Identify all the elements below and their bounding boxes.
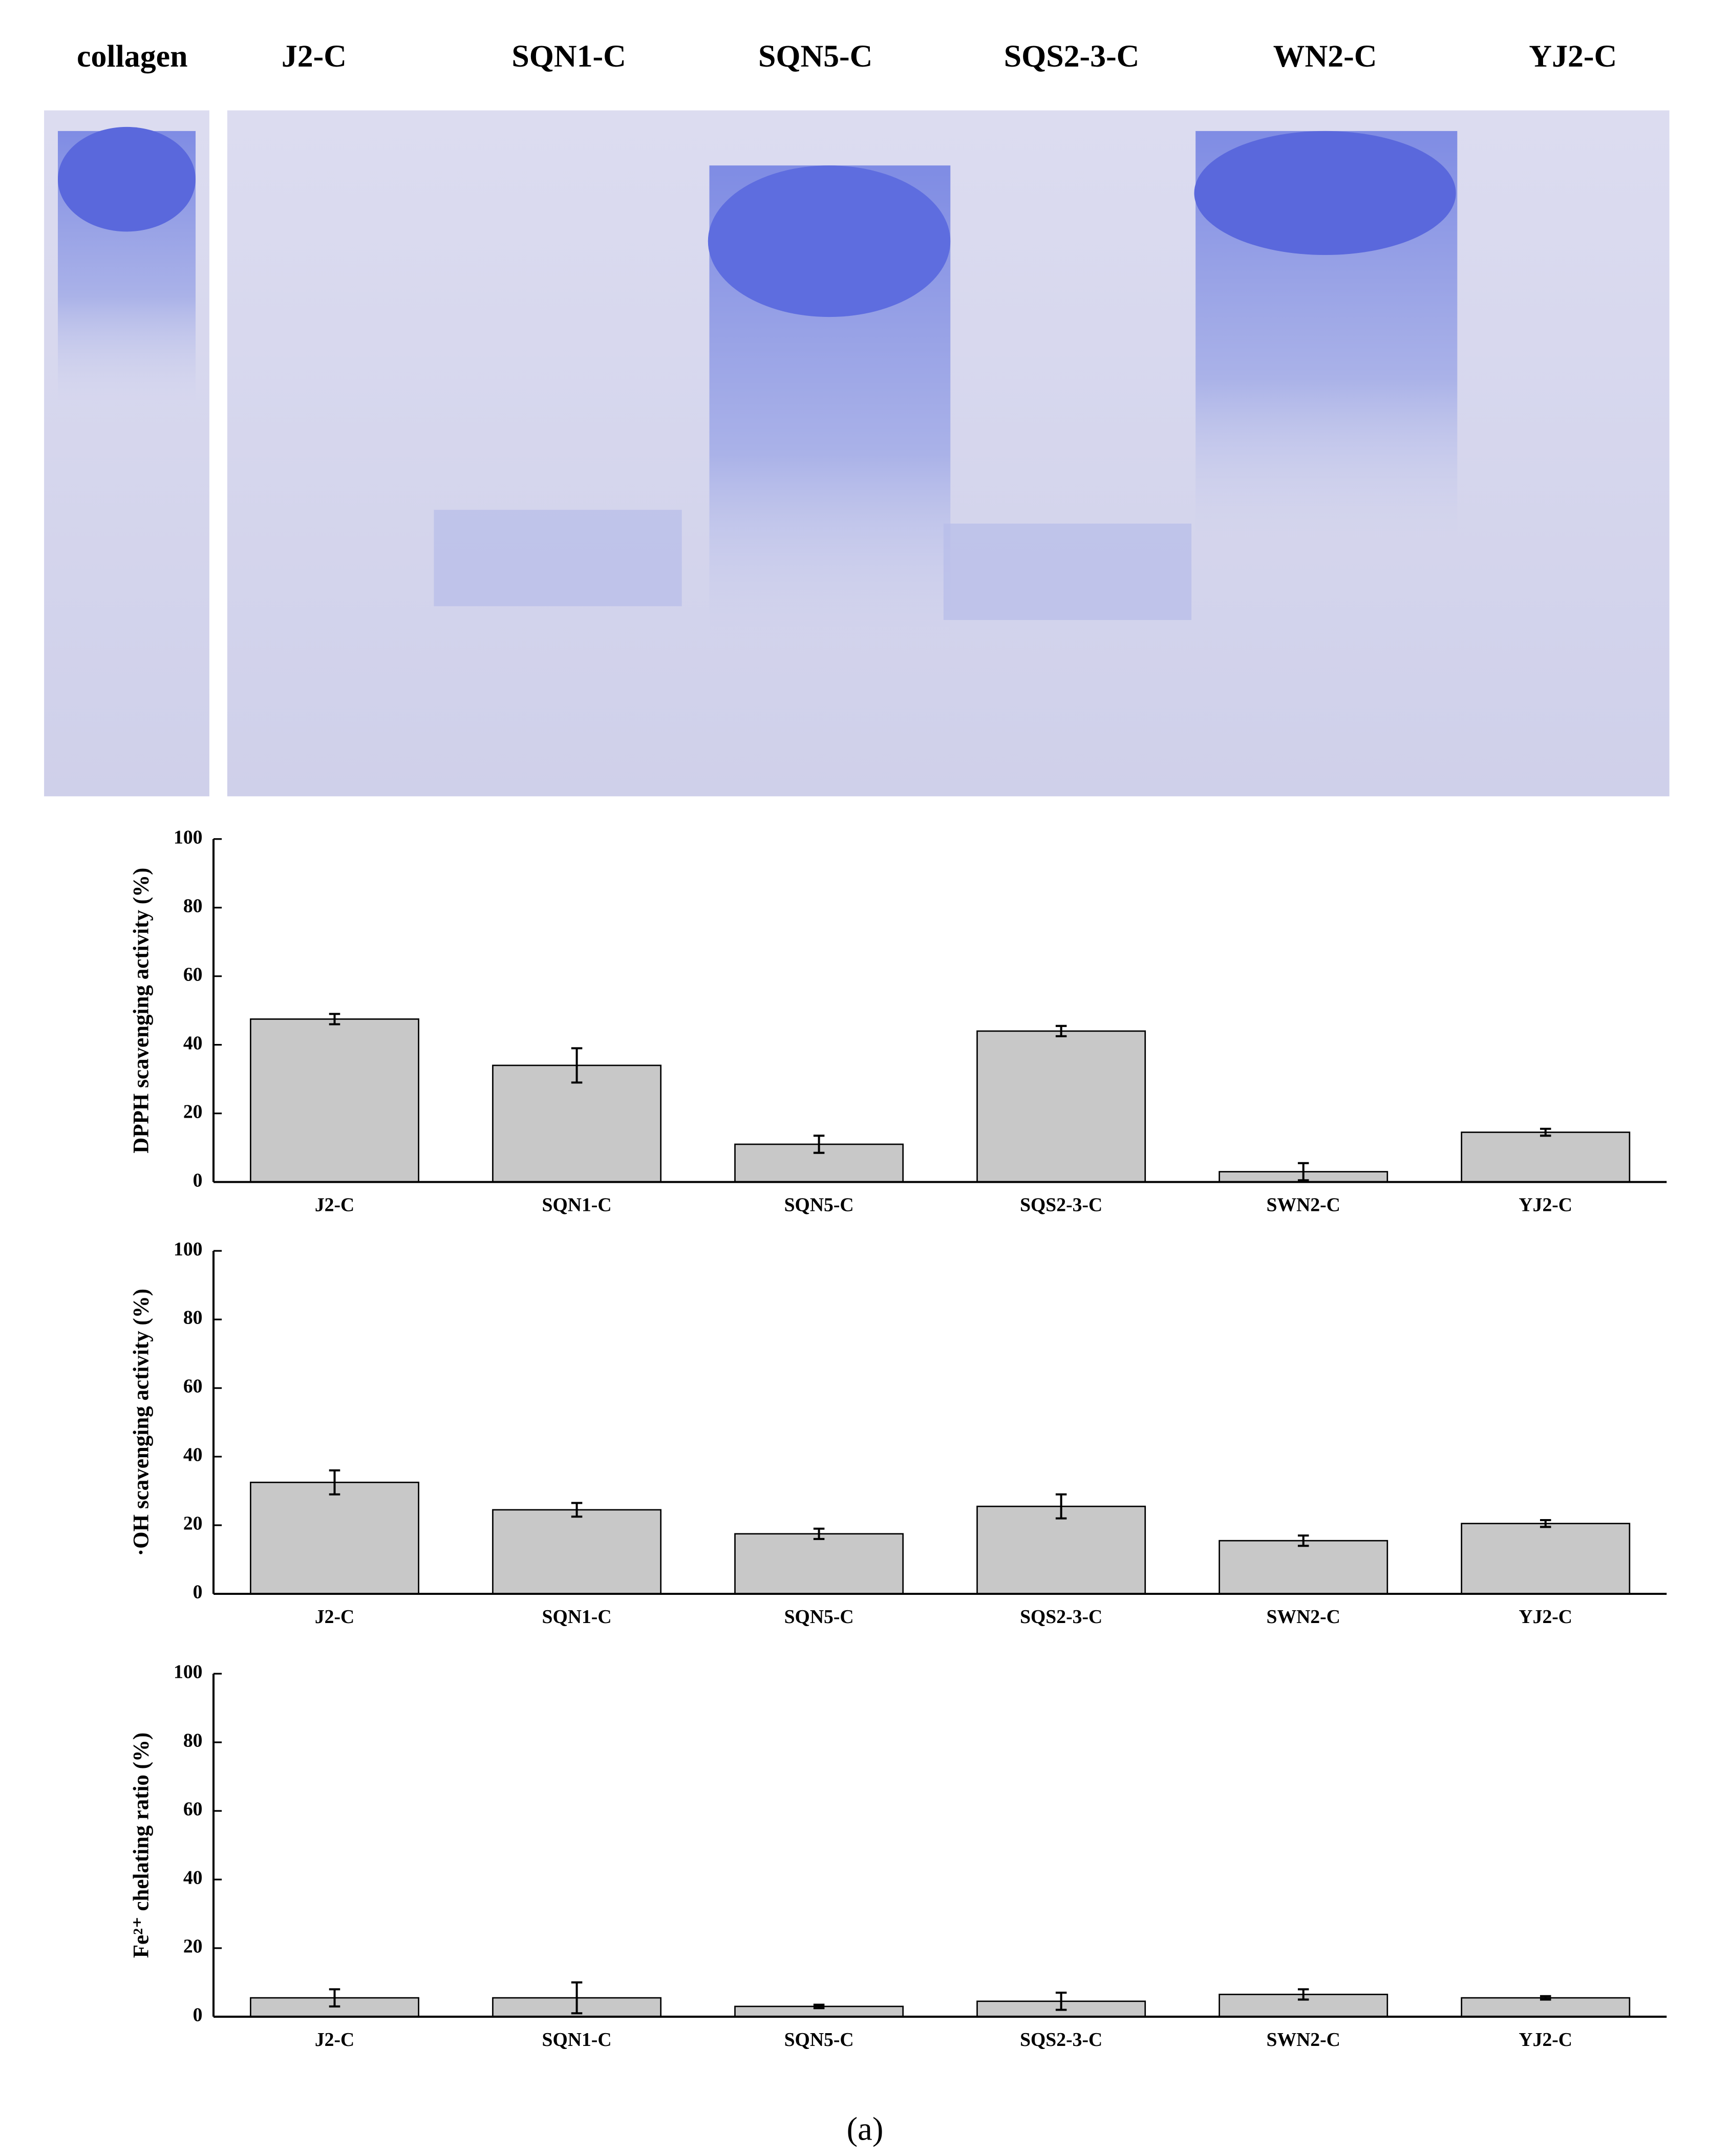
bar [492,1509,662,1595]
caption: (a) [847,2110,884,2148]
x-tick-label: YJ2-C [1519,2029,1572,2051]
lane-label: SQN5-C [758,39,872,74]
bar [1219,1540,1389,1595]
y-tick-label: 60 [183,1799,203,1820]
x-tick-label: YJ2-C [1519,1606,1572,1628]
gel-band [434,509,682,607]
error-bar [571,1502,583,1518]
bar [734,1533,904,1595]
bar [976,1030,1146,1183]
plot-area [117,1646,1681,2058]
y-tick-label: 60 [183,1376,203,1397]
x-tick-label: SQN5-C [784,1194,854,1216]
error-bar [571,1047,583,1084]
y-tick-label: 80 [183,1307,203,1329]
y-tick-label: 100 [174,826,202,848]
error-bar [1297,1162,1309,1182]
lane-label: YJ2-C [1529,39,1617,74]
error-bar [813,1527,825,1540]
x-tick-label: SWN2-C [1267,2029,1340,2051]
y-tick-label: 20 [183,1101,203,1122]
y-tick-label: 40 [183,1867,203,1889]
error-bar [329,1469,340,1496]
y-tick-label: 40 [183,1032,203,1054]
error-bar [329,1988,340,2008]
y-tick-label: 0 [193,2004,203,2026]
bar [250,1481,419,1595]
error-bar [1297,1988,1309,2001]
error-bar [813,2003,825,2010]
bar [976,1505,1146,1595]
gel-band [708,165,951,317]
lane-label: J2-C [282,39,347,74]
x-tick-label: SQS2-3-C [1020,2029,1102,2051]
lane-label: SQS2-3-C [1004,39,1140,74]
lane-label: SQN1-C [511,39,626,74]
x-tick-label: SQN5-C [784,1606,854,1628]
error-bar [1540,1995,1551,2001]
error-bar [329,1013,340,1026]
bar [1461,1997,1631,2018]
y-tick-label: 0 [193,1582,203,1603]
x-tick-label: SWN2-C [1267,1606,1340,1628]
bar [1461,1132,1631,1183]
x-tick-label: J2-C [315,1606,354,1628]
y-tick-label: 80 [183,1730,203,1752]
x-tick-label: SWN2-C [1267,1194,1340,1216]
gel-band [57,126,196,232]
y-axis-label: Fe²⁺ chelating ratio (%) [130,1733,154,1958]
x-tick-label: SQN1-C [542,1606,612,1628]
gel-image [44,110,1670,797]
y-axis-label: ·OH scavenging activity (%) [130,1289,154,1556]
y-tick-label: 60 [183,964,203,985]
y-axis-label: DPPH scavenging activity (%) [130,868,154,1154]
y-tick-label: 40 [183,1444,203,1466]
gel-band [1194,131,1456,255]
error-bar [1055,1024,1067,1037]
y-tick-label: 20 [183,1936,203,1957]
lane-label: WN2-C [1273,39,1377,74]
y-tick-label: 80 [183,895,203,916]
y-tick-label: 100 [174,1661,202,1683]
x-tick-label: J2-C [315,2029,354,2051]
error-bar [1055,1493,1067,1520]
y-tick-label: 100 [174,1239,202,1260]
x-tick-label: SQN1-C [542,2029,612,2051]
x-tick-label: YJ2-C [1519,1194,1572,1216]
x-tick-label: SQN5-C [784,2029,854,2051]
y-tick-label: 0 [193,1169,203,1191]
error-bar [1540,1127,1551,1137]
bar [250,1018,419,1183]
gel-band [943,523,1192,620]
error-bar [813,1135,825,1154]
x-tick-label: J2-C [315,1194,354,1216]
bar [492,1064,662,1183]
lane-label: collagen [77,39,187,74]
x-tick-label: SQN1-C [542,1194,612,1216]
y-tick-label: 20 [183,1513,203,1534]
x-tick-label: SQS2-3-C [1020,1194,1102,1216]
error-bar [1055,1992,1067,2011]
error-bar [1297,1534,1309,1547]
error-bar [1540,1519,1551,1528]
bar [1461,1523,1631,1595]
error-bar [571,1981,583,2015]
x-tick-label: SQS2-3-C [1020,1606,1102,1628]
